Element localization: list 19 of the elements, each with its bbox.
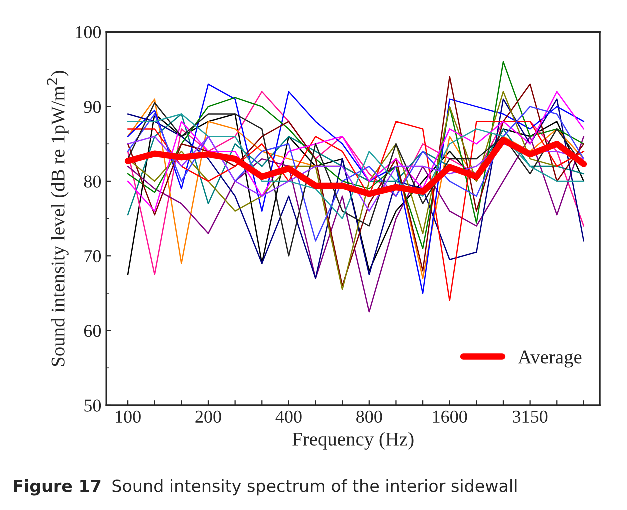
y-tick-label: 100 — [76, 26, 102, 39]
y-tick-label: 50 — [84, 400, 102, 412]
y-tick-label: 60 — [84, 325, 102, 338]
line-series — [127, 91, 585, 212]
y-tick-label: 90 — [84, 101, 102, 114]
x-axis-title: Frequency (Hz) — [292, 432, 414, 450]
x-tick-label: 200 — [196, 410, 222, 424]
x-tick-label: 400 — [276, 410, 302, 424]
line-series — [127, 61, 585, 250]
y-tick-label: 70 — [84, 250, 102, 263]
x-tick-label: 100 — [116, 410, 141, 424]
caption: Figure 17 — [14, 479, 101, 496]
x-tick-label: 1600 — [433, 410, 468, 424]
text: Sound intensity spectrum of the interior sidewall — [112, 479, 517, 496]
x-tick-label: 3150 — [513, 410, 548, 424]
y-axis-title: Sound intensity level (dB re 1pW/m$^{2}$) — [47, 71, 69, 366]
y-tick-label: 80 — [84, 176, 102, 188]
x-tick-label: 800 — [356, 410, 382, 424]
legend-label: Average — [518, 350, 582, 368]
